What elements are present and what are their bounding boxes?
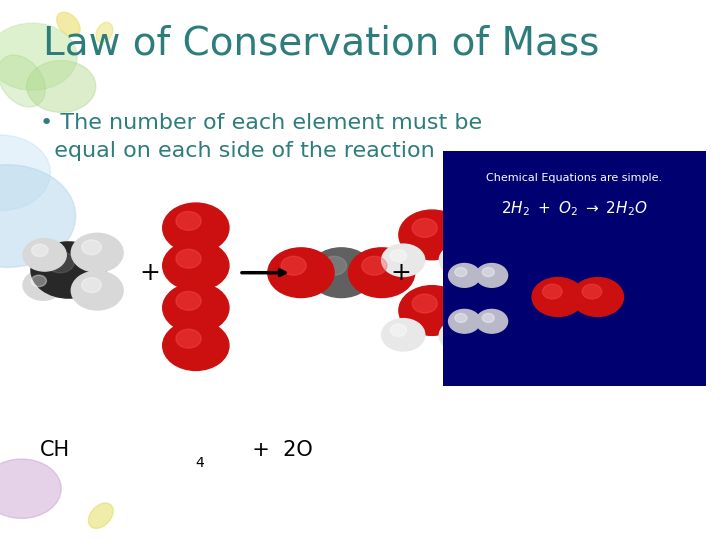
Circle shape <box>482 267 495 276</box>
Text: +  2O: + 2O <box>239 440 313 460</box>
Circle shape <box>23 239 66 271</box>
Circle shape <box>542 284 562 299</box>
Circle shape <box>382 244 425 276</box>
Circle shape <box>476 309 508 333</box>
Circle shape <box>31 275 46 287</box>
Ellipse shape <box>57 12 80 37</box>
Circle shape <box>399 210 465 260</box>
Circle shape <box>176 292 201 310</box>
Circle shape <box>455 313 467 322</box>
Circle shape <box>176 212 201 231</box>
Circle shape <box>532 278 584 316</box>
Text: CH: CH <box>40 440 70 460</box>
Circle shape <box>81 278 102 293</box>
Circle shape <box>572 278 624 316</box>
Circle shape <box>163 203 229 253</box>
Circle shape <box>0 165 76 267</box>
Circle shape <box>448 325 464 338</box>
Circle shape <box>268 248 334 298</box>
Circle shape <box>390 324 407 336</box>
Text: 4: 4 <box>195 456 204 470</box>
Circle shape <box>476 264 508 287</box>
Text: $2H_2\ +\ O_2\ \rightarrow\ 2H_2O$: $2H_2\ +\ O_2\ \rightarrow\ 2H_2O$ <box>501 200 647 219</box>
Circle shape <box>308 248 374 298</box>
Circle shape <box>27 60 96 112</box>
Circle shape <box>71 233 123 272</box>
Circle shape <box>439 244 482 276</box>
Circle shape <box>382 319 425 351</box>
Circle shape <box>455 267 467 276</box>
Circle shape <box>31 242 106 298</box>
Circle shape <box>46 252 74 273</box>
FancyBboxPatch shape <box>443 151 706 386</box>
Circle shape <box>0 135 50 211</box>
Circle shape <box>0 23 77 90</box>
Circle shape <box>482 313 495 322</box>
Circle shape <box>281 256 306 275</box>
Ellipse shape <box>96 22 113 43</box>
Text: +: + <box>140 261 160 285</box>
Circle shape <box>361 256 387 275</box>
Circle shape <box>0 459 61 518</box>
Text: • The number of each element must be
  equal on each side of the reaction: • The number of each element must be equ… <box>40 113 482 161</box>
Circle shape <box>448 249 464 262</box>
Circle shape <box>439 320 482 352</box>
Circle shape <box>176 249 201 268</box>
Text: Law of Conservation of Mass: Law of Conservation of Mass <box>43 24 600 62</box>
Circle shape <box>71 271 123 310</box>
Circle shape <box>399 286 465 335</box>
Circle shape <box>163 241 229 291</box>
Ellipse shape <box>89 503 113 529</box>
Circle shape <box>390 249 407 262</box>
Circle shape <box>412 294 437 313</box>
Circle shape <box>163 283 229 333</box>
Circle shape <box>163 321 229 370</box>
Circle shape <box>348 248 415 298</box>
Text: Chemical Equations are simple.: Chemical Equations are simple. <box>486 173 662 183</box>
Circle shape <box>321 256 346 275</box>
Text: +: + <box>391 261 411 285</box>
Circle shape <box>176 329 201 348</box>
Circle shape <box>32 244 48 256</box>
Ellipse shape <box>0 55 45 107</box>
Circle shape <box>81 240 102 255</box>
Circle shape <box>582 284 602 299</box>
Circle shape <box>449 264 480 287</box>
Circle shape <box>449 309 480 333</box>
Circle shape <box>412 219 437 238</box>
Circle shape <box>23 270 63 300</box>
